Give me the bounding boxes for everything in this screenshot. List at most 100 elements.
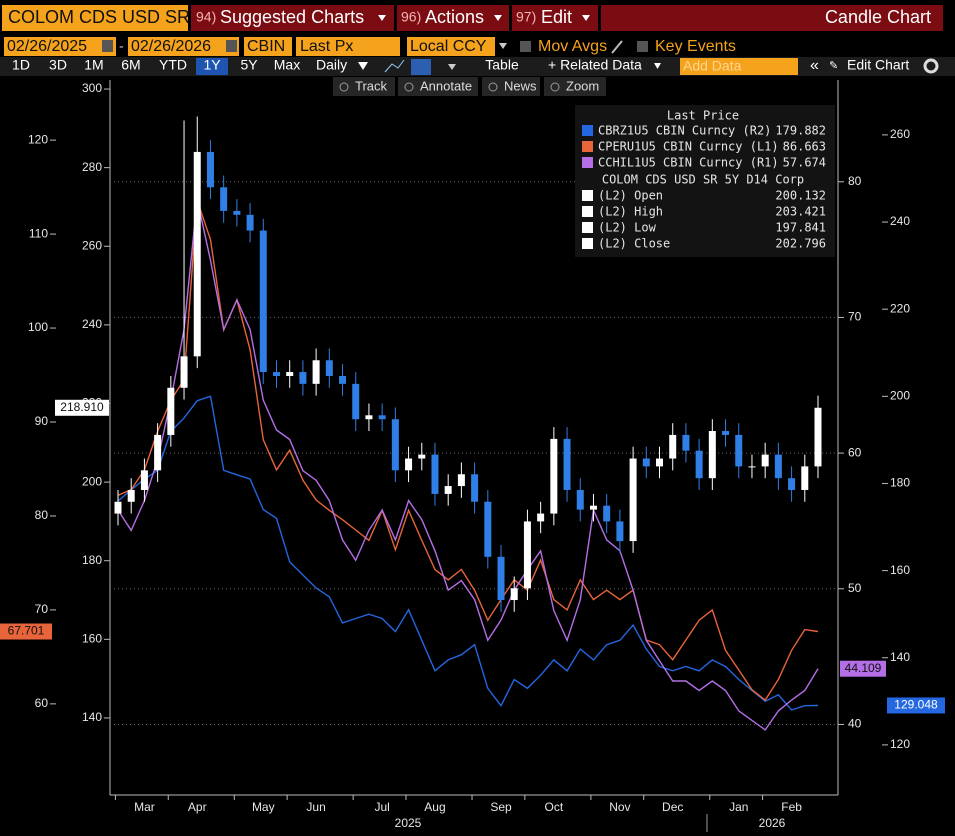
candle-body <box>563 438 571 490</box>
candle-icon[interactable] <box>411 59 431 75</box>
line-icon[interactable] <box>384 59 405 73</box>
y-tick-label: 60 <box>848 445 862 459</box>
candle-body <box>801 466 809 490</box>
period-button[interactable]: 3D <box>49 57 67 73</box>
edit-chart[interactable]: Edit Chart <box>847 57 909 73</box>
y-tick-label: 100 <box>28 320 48 334</box>
y-tick-label: 80 <box>848 174 862 188</box>
legend-label: (L2) Low <box>598 221 657 235</box>
candle-body <box>589 505 597 510</box>
start-date: 02/26/2025 <box>7 38 87 55</box>
edit-icon[interactable]: ✎ <box>829 60 838 72</box>
period-button[interactable]: 5Y <box>240 57 258 73</box>
y-tick-label: 240 <box>890 214 910 228</box>
y-tick-label: 120 <box>890 737 910 751</box>
tool-label: News <box>504 78 537 93</box>
tool-button[interactable] <box>333 77 395 96</box>
chart-kind: Candle Chart <box>825 7 931 27</box>
period-button[interactable]: 6M <box>121 57 140 73</box>
related-data[interactable]: + Related Data <box>548 57 642 73</box>
legend-swatch <box>582 125 593 136</box>
dropdown-arrow <box>448 64 456 70</box>
menu[interactable] <box>191 5 394 31</box>
candle-body <box>114 501 122 514</box>
candle-body <box>774 454 782 479</box>
menu-num: 97) <box>516 9 536 25</box>
collapse-icon[interactable]: « <box>810 57 819 74</box>
candle-body <box>206 151 214 188</box>
period-button[interactable]: Max <box>274 57 300 73</box>
candle-tag <box>55 399 109 416</box>
key-events: Key Events <box>655 38 736 55</box>
x-tick-label: Jan <box>729 800 748 814</box>
tool-button[interactable] <box>398 77 478 96</box>
tool-button[interactable] <box>482 77 540 96</box>
checkbox[interactable] <box>520 41 531 52</box>
y-tick-label: 180 <box>890 476 910 490</box>
x-tick-label: Dec <box>662 800 683 814</box>
candle-body <box>365 415 373 420</box>
candle-body <box>299 372 307 384</box>
dropdown-arrow <box>494 15 502 21</box>
candle-body <box>339 375 347 384</box>
field: Last Px <box>300 38 353 55</box>
dropdown-arrow <box>499 43 507 49</box>
tool-icon <box>488 82 498 92</box>
calendar-icon[interactable] <box>226 40 237 52</box>
year-label: 2025 <box>395 816 422 830</box>
calendar-icon[interactable] <box>102 40 113 52</box>
separator: - <box>119 38 124 54</box>
candle-body <box>550 438 558 514</box>
legend-box <box>575 105 835 257</box>
date-input[interactable] <box>128 37 239 56</box>
currency-input[interactable] <box>407 37 495 56</box>
menu-num: 96) <box>401 9 421 25</box>
menu[interactable] <box>512 5 598 31</box>
legend-label: CPERU1U5 CBIN Curncy (L1) <box>598 140 779 154</box>
x-tick-label: Sep <box>490 800 512 814</box>
field-input[interactable] <box>296 37 400 56</box>
period-button[interactable]: 1Y <box>203 57 221 73</box>
candle-body <box>312 360 320 384</box>
pencil-icon[interactable] <box>611 40 623 54</box>
ticker-box[interactable] <box>2 5 188 31</box>
candle-body <box>246 214 254 231</box>
legend-swatch <box>582 206 593 217</box>
period-button[interactable]: 1M <box>84 57 103 73</box>
candle-body <box>405 458 413 471</box>
candle-body <box>272 372 280 376</box>
candle-body <box>642 458 650 467</box>
tool-button[interactable] <box>544 77 606 96</box>
checkbox[interactable] <box>637 41 648 52</box>
date-input[interactable] <box>4 37 116 56</box>
table-button[interactable]: Table <box>485 57 519 73</box>
y-tick-label: 220 <box>890 301 910 315</box>
menu-label: Suggested Charts <box>220 7 364 27</box>
candle-body <box>629 458 637 542</box>
candle-body <box>154 434 162 471</box>
series-line <box>117 395 819 711</box>
add-data-input[interactable] <box>680 58 798 75</box>
period-button[interactable]: YTD <box>159 57 187 73</box>
candle-body <box>708 431 716 479</box>
frequency[interactable]: Daily <box>316 57 347 73</box>
period-button[interactable]: 1D <box>12 57 30 73</box>
series-line <box>117 199 819 731</box>
tool-icon <box>339 82 349 92</box>
legend-swatch <box>582 141 593 152</box>
gear-icon[interactable] <box>923 58 939 74</box>
y-tick-label: 260 <box>890 127 910 141</box>
tool-icon <box>404 82 414 92</box>
candle-body <box>497 556 505 601</box>
dropdown-arrow <box>378 15 386 21</box>
x-tick-label: Jun <box>306 800 325 814</box>
candle-body <box>431 454 439 494</box>
tool-label: Annotate <box>420 78 472 93</box>
menu[interactable] <box>397 5 509 31</box>
legend-swatch <box>582 190 593 201</box>
menu-label: Edit <box>541 7 572 27</box>
candle-body <box>761 454 769 467</box>
x-tick-label: Nov <box>609 800 630 814</box>
legend-value: 197.841 <box>775 221 826 235</box>
source-input[interactable] <box>244 37 292 56</box>
